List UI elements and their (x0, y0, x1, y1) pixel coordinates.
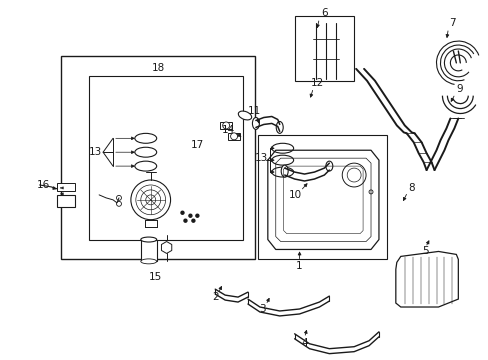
Circle shape (196, 214, 199, 217)
Circle shape (346, 168, 360, 182)
Bar (220, 122, 232, 129)
Circle shape (145, 195, 155, 205)
Ellipse shape (135, 161, 156, 171)
Text: 18: 18 (152, 63, 165, 73)
Text: 5: 5 (422, 247, 428, 256)
Circle shape (230, 133, 237, 140)
Bar (141, 239, 156, 261)
Circle shape (141, 190, 161, 210)
Circle shape (222, 122, 229, 129)
Text: 2: 2 (211, 292, 218, 302)
Bar (57, 195, 75, 207)
Text: 14: 14 (221, 125, 234, 135)
Ellipse shape (271, 143, 293, 153)
Polygon shape (395, 251, 457, 307)
Text: 9: 9 (455, 84, 462, 94)
Bar (61, 56, 254, 260)
Text: 10: 10 (288, 190, 302, 200)
Ellipse shape (325, 161, 332, 171)
Ellipse shape (271, 155, 293, 165)
Circle shape (181, 211, 183, 214)
Bar (228, 133, 240, 140)
Circle shape (368, 190, 372, 194)
Ellipse shape (141, 237, 156, 242)
Ellipse shape (271, 167, 293, 177)
Ellipse shape (276, 121, 283, 133)
Circle shape (116, 195, 121, 201)
Text: 13: 13 (255, 153, 268, 163)
Text: 12: 12 (310, 78, 324, 88)
Circle shape (188, 214, 191, 217)
Text: 1: 1 (296, 261, 302, 271)
Circle shape (183, 219, 186, 222)
Ellipse shape (238, 111, 251, 120)
Text: 3: 3 (259, 304, 265, 314)
Ellipse shape (135, 133, 156, 143)
Text: 13: 13 (88, 147, 102, 157)
Text: 4: 4 (301, 338, 307, 348)
Bar (257, 135, 386, 260)
Circle shape (136, 185, 165, 215)
Circle shape (131, 180, 170, 220)
Bar (57, 183, 75, 191)
Circle shape (342, 163, 366, 187)
Text: 16: 16 (37, 180, 50, 190)
Bar (294, 16, 353, 81)
Circle shape (191, 219, 195, 222)
Ellipse shape (281, 165, 287, 177)
Text: 8: 8 (407, 183, 414, 193)
Text: 11: 11 (248, 105, 261, 116)
Ellipse shape (252, 117, 259, 129)
Text: 6: 6 (321, 8, 327, 18)
Text: 17: 17 (190, 140, 203, 150)
Text: 7: 7 (448, 18, 455, 28)
Bar (89, 76, 243, 239)
Circle shape (116, 201, 121, 206)
Ellipse shape (135, 147, 156, 157)
Ellipse shape (141, 259, 156, 264)
Text: 15: 15 (149, 272, 162, 282)
